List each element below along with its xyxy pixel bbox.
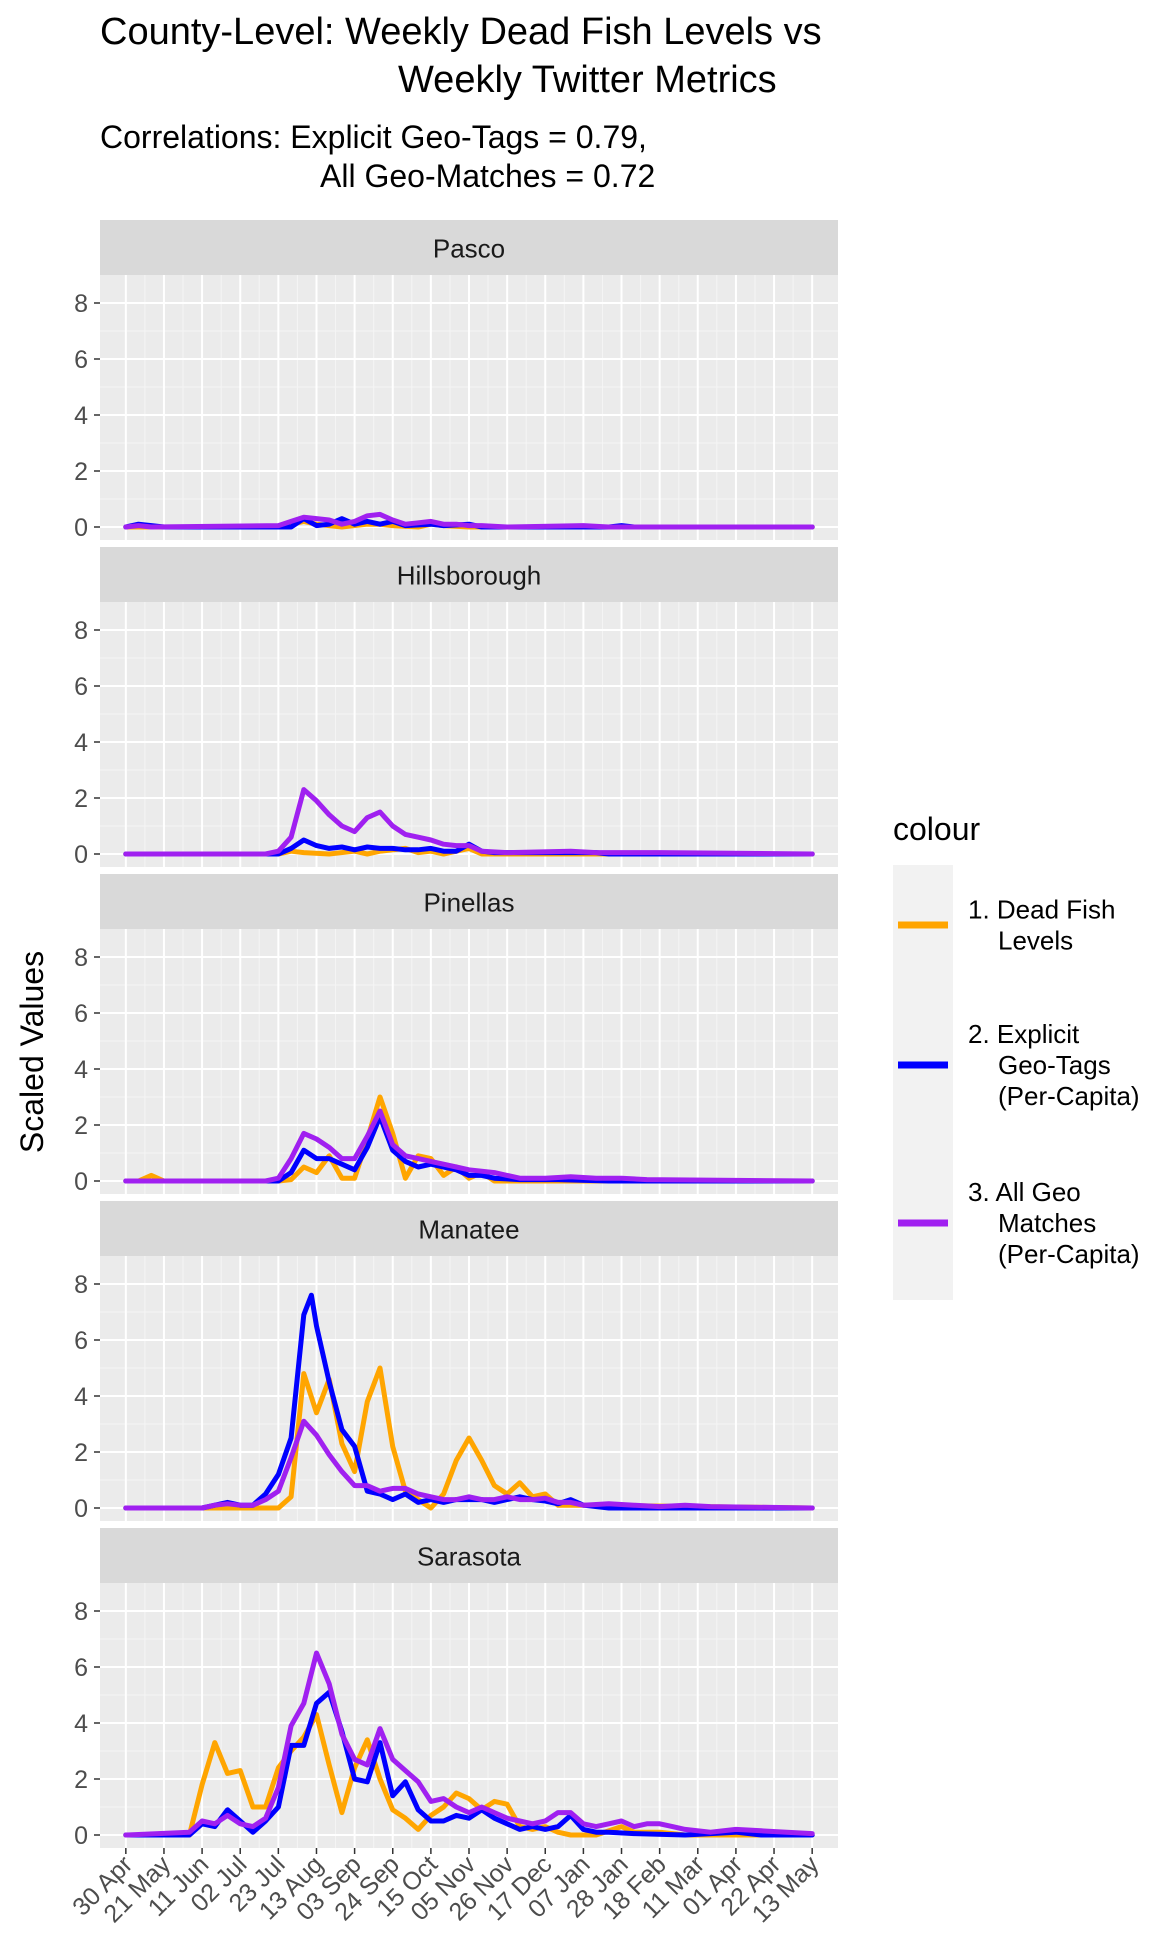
series-line-geo-matches bbox=[123, 1418, 815, 1511]
y-tick-label: 8 bbox=[74, 944, 88, 972]
y-tick-label: 0 bbox=[74, 1495, 88, 1523]
chart-subtitle-line1: Correlations: Explicit Geo-Tags = 0.79, bbox=[100, 119, 647, 155]
legend-label: Matches bbox=[998, 1208, 1096, 1238]
y-axis-label: Scaled Values bbox=[14, 951, 50, 1153]
legend-label: (Per-Capita) bbox=[998, 1081, 1140, 1111]
y-tick-label: 4 bbox=[74, 1710, 88, 1738]
series-line-geo-matches bbox=[123, 1650, 815, 1838]
chart-title-line2: Weekly Twitter Metrics bbox=[398, 59, 777, 101]
legend-label: 2. Explicit bbox=[968, 1019, 1080, 1049]
y-tick-label: 2 bbox=[74, 785, 88, 813]
y-tick-label: 8 bbox=[74, 290, 88, 318]
y-tick-label: 4 bbox=[74, 1383, 88, 1411]
facet-strip-label: Manatee bbox=[418, 1215, 519, 1245]
y-tick-label: 4 bbox=[74, 402, 88, 430]
facet-strip-label: Pinellas bbox=[423, 888, 514, 918]
y-tick-label: 2 bbox=[74, 1112, 88, 1140]
facet-strip bbox=[100, 874, 838, 929]
facet-panel: Pasco 0 2 4 6 8 bbox=[74, 220, 838, 542]
facet-strip bbox=[100, 1201, 838, 1256]
facet-strip-label: Hillsborough bbox=[397, 561, 542, 591]
legend-label: (Per-Capita) bbox=[998, 1239, 1140, 1269]
y-tick-label: 6 bbox=[74, 673, 88, 701]
y-tick-label: 8 bbox=[74, 1598, 88, 1626]
legend-label: Geo-Tags bbox=[998, 1050, 1111, 1080]
y-tick-label: 6 bbox=[74, 1327, 88, 1355]
legend-key-background bbox=[893, 865, 953, 1300]
chart-title-line1: County-Level: Weekly Dead Fish Levels vs bbox=[100, 11, 822, 53]
y-tick-label: 0 bbox=[74, 514, 88, 542]
series-line-dead-fish bbox=[123, 1712, 815, 1838]
legend-title: colour bbox=[893, 811, 981, 847]
legend-label: 1. Dead Fish bbox=[968, 895, 1115, 925]
legend-label: 3. All Geo bbox=[968, 1177, 1081, 1207]
y-tick-label: 6 bbox=[74, 346, 88, 374]
y-tick-label: 2 bbox=[74, 458, 88, 486]
facet-panel: Hillsborough 0 2 4 6 8 bbox=[74, 547, 838, 869]
y-tick-label: 2 bbox=[74, 1766, 88, 1794]
facet-panel: Pinellas 0 2 4 6 8 bbox=[74, 874, 838, 1196]
legend-label: Levels bbox=[998, 926, 1073, 956]
facet-strip bbox=[100, 1528, 838, 1583]
y-tick-label: 8 bbox=[74, 1271, 88, 1299]
facet-strip-label: Sarasota bbox=[417, 1542, 522, 1572]
facet-strip bbox=[100, 547, 838, 602]
y-tick-label: 0 bbox=[74, 1168, 88, 1196]
series-line-geo-matches bbox=[123, 787, 815, 857]
series-line-geo-matches bbox=[123, 511, 815, 530]
y-tick-label: 0 bbox=[74, 841, 88, 869]
y-tick-label: 6 bbox=[74, 1000, 88, 1028]
facet-strip bbox=[100, 220, 838, 275]
y-tick-label: 0 bbox=[74, 1822, 88, 1850]
y-tick-label: 4 bbox=[74, 1056, 88, 1084]
series-line-geo-tags bbox=[123, 1689, 815, 1838]
y-tick-label: 8 bbox=[74, 617, 88, 645]
series-line-geo-matches bbox=[123, 1108, 815, 1184]
y-tick-label: 4 bbox=[74, 729, 88, 757]
panels-layer: Pasco 0 2 4 6 8 Hillsborough 0 2 4 6 8 Pinellas 0 2 4 6 8… bbox=[74, 220, 838, 1850]
series-line-geo-tags bbox=[123, 1114, 815, 1184]
facet-panel: Manatee 0 2 4 6 8 bbox=[74, 1201, 838, 1523]
facet-strip-label: Pasco bbox=[433, 234, 505, 264]
chart-subtitle-line2: All Geo-Matches = 0.72 bbox=[320, 158, 655, 194]
facet-panel: Sarasota 0 2 4 6 8 bbox=[74, 1528, 838, 1850]
y-tick-label: 6 bbox=[74, 1654, 88, 1682]
y-tick-label: 2 bbox=[74, 1439, 88, 1467]
